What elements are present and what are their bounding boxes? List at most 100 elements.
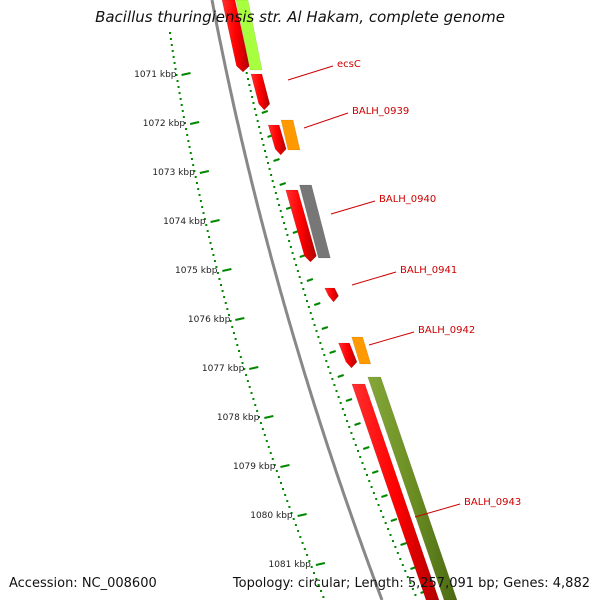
outer-ring-dot — [327, 366, 330, 368]
feature-orange — [280, 119, 301, 151]
inner-ring-dot — [178, 92, 181, 94]
outer-ring-dot — [375, 498, 378, 500]
inner-ring-dot — [241, 362, 244, 364]
inner-ring-dot — [208, 236, 211, 238]
gene-label: ecsC — [337, 59, 361, 70]
inner-ring-dot — [259, 422, 262, 424]
gene-label: BALH_0940 — [379, 194, 436, 205]
outer-ring-dot — [258, 126, 261, 128]
inner-ring-dot — [218, 278, 221, 280]
inner-ring-dot — [279, 482, 282, 484]
kbp-tick-mark — [264, 415, 274, 419]
kbp-tick-label: 1076 kbp — [188, 315, 231, 325]
outer-ring-dot — [253, 108, 256, 110]
outer-ring-dot — [274, 192, 277, 194]
outer-ring-dot — [296, 270, 299, 272]
inner-ring-dot — [301, 542, 304, 544]
kbp-tick-label: 1073 kbp — [152, 168, 195, 178]
outer-ring-dot — [288, 240, 291, 242]
outer-tick-mark — [273, 158, 280, 162]
outer-tick-mark — [337, 374, 345, 378]
gene-label: BALH_0939 — [352, 106, 409, 117]
outer-tick-mark — [321, 326, 329, 330]
outer-ring-dot — [384, 522, 387, 524]
kbp-tick-label: 1078 kbp — [217, 413, 260, 423]
inner-ring-dot — [169, 38, 172, 40]
outer-ring-dot — [270, 174, 273, 176]
inner-ring-dot — [275, 470, 278, 472]
outer-ring-dot — [377, 504, 380, 506]
inner-ring-dot — [170, 44, 173, 46]
outer-ring-dot — [313, 324, 316, 326]
kbp-tick-label: 1074 kbp — [163, 217, 206, 227]
outer-ring-dot — [396, 552, 399, 554]
outer-ring-dot — [335, 390, 338, 392]
genome-backbone — [210, 0, 384, 600]
inner-ring-dot — [223, 296, 226, 298]
outer-ring-dot — [325, 360, 328, 362]
outer-ring-dot — [317, 336, 320, 338]
outer-tick-mark — [381, 494, 388, 498]
outer-ring-dot — [323, 354, 326, 356]
outer-ring-dot — [291, 252, 294, 254]
map-title: Bacillus thuringiensis str. Al Hakam, co… — [95, 8, 505, 26]
kbp-tick-label: 1081 kbp — [268, 560, 311, 570]
inner-ring-dot — [232, 332, 235, 334]
outer-ring-dot — [271, 180, 274, 182]
inner-ring-dot — [231, 326, 234, 328]
inner-ring-dot — [209, 242, 212, 244]
cds-feature-red — [324, 287, 339, 303]
inner-ring-dot — [227, 314, 230, 316]
inner-ring-dot — [284, 494, 287, 496]
kbp-tick-mark — [199, 170, 210, 174]
outer-ring-dot — [286, 234, 289, 236]
inner-ring-dot — [246, 380, 249, 382]
inner-ring-dot — [245, 374, 248, 376]
feature-light-green — [235, 0, 263, 71]
inner-ring-dot — [258, 416, 261, 418]
inner-ring-dot — [269, 452, 272, 454]
outer-ring-dot — [368, 480, 371, 482]
inner-ring-dot — [310, 566, 313, 568]
inner-ring-dot — [315, 578, 318, 580]
cds-feature-red — [221, 0, 250, 73]
inner-ring-dot — [243, 368, 246, 370]
inner-ring-dot — [213, 260, 216, 262]
inner-ring-dot — [215, 266, 218, 268]
outer-ring-dot — [337, 396, 340, 398]
cds-feature-red — [250, 73, 271, 111]
inner-ring-dot — [224, 302, 227, 304]
kbp-tick-label: 1077 kbp — [202, 364, 245, 374]
outer-ring-dot — [414, 594, 417, 596]
outer-ring-dot — [387, 528, 390, 530]
inner-ring-dot — [206, 230, 209, 232]
kbp-tick-mark — [222, 268, 232, 272]
outer-ring-dot — [248, 84, 251, 86]
kbp-tick-mark — [280, 464, 290, 468]
outer-ring-dot — [298, 276, 301, 278]
outer-ring-dot — [302, 288, 305, 290]
outer-ring-dot — [333, 384, 336, 386]
outer-ring-dot — [252, 102, 255, 104]
kbp-tick-mark — [315, 562, 326, 566]
outer-ring-dot — [361, 462, 364, 464]
inner-ring-dot — [317, 584, 320, 586]
inner-ring-dot — [322, 596, 325, 598]
outer-ring-dot — [249, 90, 252, 92]
kbp-tick-label: 1080 kbp — [250, 511, 293, 521]
outer-ring-dot — [251, 96, 254, 98]
inner-ring-dot — [292, 518, 295, 520]
inner-ring-dot — [169, 32, 171, 34]
outer-tick-mark — [390, 518, 398, 522]
inner-ring-dot — [216, 272, 219, 274]
inner-ring-dot — [179, 98, 182, 100]
inner-ring-dot — [182, 116, 185, 118]
outer-ring-dot — [247, 78, 250, 80]
inner-ring-dot — [194, 176, 197, 178]
kbp-tick-mark — [210, 219, 220, 223]
outer-tick-mark — [345, 398, 353, 402]
inner-ring-dot — [277, 476, 280, 478]
inner-ring-dot — [203, 218, 206, 220]
inner-ring-dot — [175, 74, 178, 76]
outer-ring-dot — [281, 216, 284, 218]
